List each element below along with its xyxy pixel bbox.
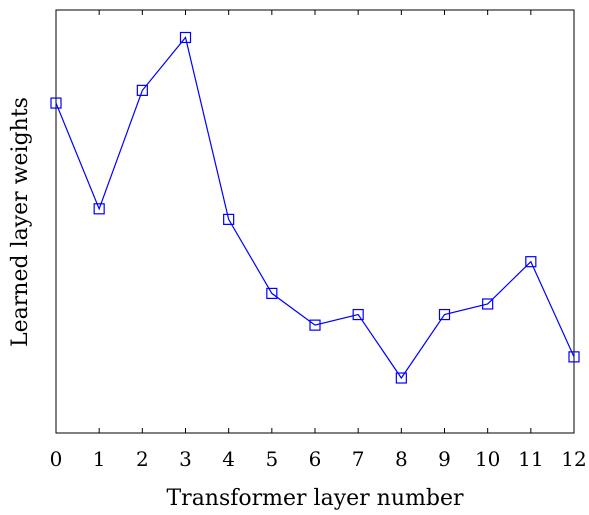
data-point-layer-9 [438,308,451,321]
x-tick-label-8: 8 [395,447,408,471]
x-tick-label-6: 6 [309,447,322,471]
data-point-layer-12 [568,351,580,363]
x-tick-label-11: 11 [518,447,543,471]
x-tick-label-0: 0 [50,447,63,471]
data-point-layer-2 [136,84,148,96]
data-point-layer-4 [223,213,235,225]
data-point-layer-11 [525,256,537,268]
x-tick-label-4: 4 [222,447,235,471]
x-tick-label-1: 1 [93,447,106,471]
data-point-layer-7 [352,308,364,321]
data-point-layer-10 [482,298,494,310]
plot-frame [55,9,575,434]
x-tick-label-3: 3 [179,447,192,471]
data-point-layer-8 [395,372,407,384]
x-tick-label-10: 10 [475,447,500,471]
data-point-layer-1 [93,203,105,215]
series-markers [50,31,580,384]
data-point-layer-5 [266,287,278,300]
x-axis-tick-labels: 0 1 2 3 4 5 6 7 8 9 10 11 12 [50,447,587,471]
data-point-layer-6 [309,319,321,331]
series-line [55,36,575,380]
x-tick-label-12: 12 [561,447,586,471]
x-tick-label-5: 5 [265,447,278,471]
x-tick-label-9: 9 [438,447,451,471]
x-axis-ticks [55,10,575,433]
x-axis-title: Transformer layer number [167,486,464,510]
x-tick-label-2: 2 [136,447,149,471]
data-point-layer-0 [50,97,62,109]
data-point-layer-3 [179,31,192,44]
x-tick-label-7: 7 [352,447,365,471]
y-axis-title: Learned layer weights [8,97,33,347]
